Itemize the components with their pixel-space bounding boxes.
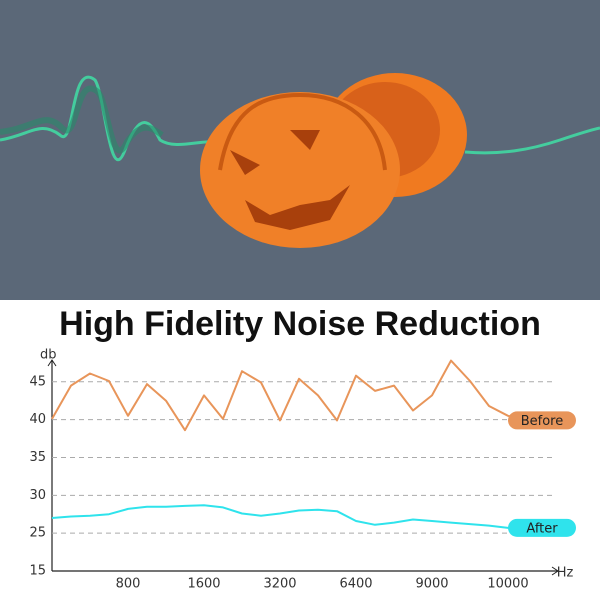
x-tick-label: 3200 bbox=[263, 577, 296, 592]
x-axis-label: Hz bbox=[557, 566, 574, 581]
legend-pill bbox=[508, 411, 576, 430]
x-tick-label: 6400 bbox=[339, 577, 372, 592]
x-tick-label: 1600 bbox=[187, 577, 220, 592]
y-axis-label: db bbox=[40, 348, 57, 363]
y-tick-label: 40 bbox=[29, 412, 46, 427]
x-tick-label: 9000 bbox=[415, 577, 448, 592]
x-tick-label: 800 bbox=[116, 577, 141, 592]
legend-pill bbox=[508, 518, 576, 537]
sound-wave bbox=[464, 126, 600, 155]
y-tick-label: 45 bbox=[29, 374, 46, 389]
axis-arrow bbox=[47, 359, 57, 367]
y-tick-label: 25 bbox=[29, 526, 46, 541]
axis-arrow bbox=[551, 566, 559, 576]
data-line bbox=[51, 504, 547, 530]
x-tick-label: 10000 bbox=[487, 577, 528, 592]
chart-title: High Fidelity Noise Reduction bbox=[59, 305, 541, 343]
pumpkin-face bbox=[230, 130, 350, 230]
data-line bbox=[51, 359, 546, 432]
pumpkin-rib bbox=[218, 92, 387, 171]
y-tick-label: 35 bbox=[29, 450, 46, 465]
y-tick-label: 15 bbox=[29, 564, 46, 579]
sound-wave bbox=[0, 85, 164, 154]
y-tick-label: 30 bbox=[29, 488, 46, 503]
legend-label: After bbox=[526, 521, 558, 536]
legend-label: Before bbox=[521, 414, 564, 429]
